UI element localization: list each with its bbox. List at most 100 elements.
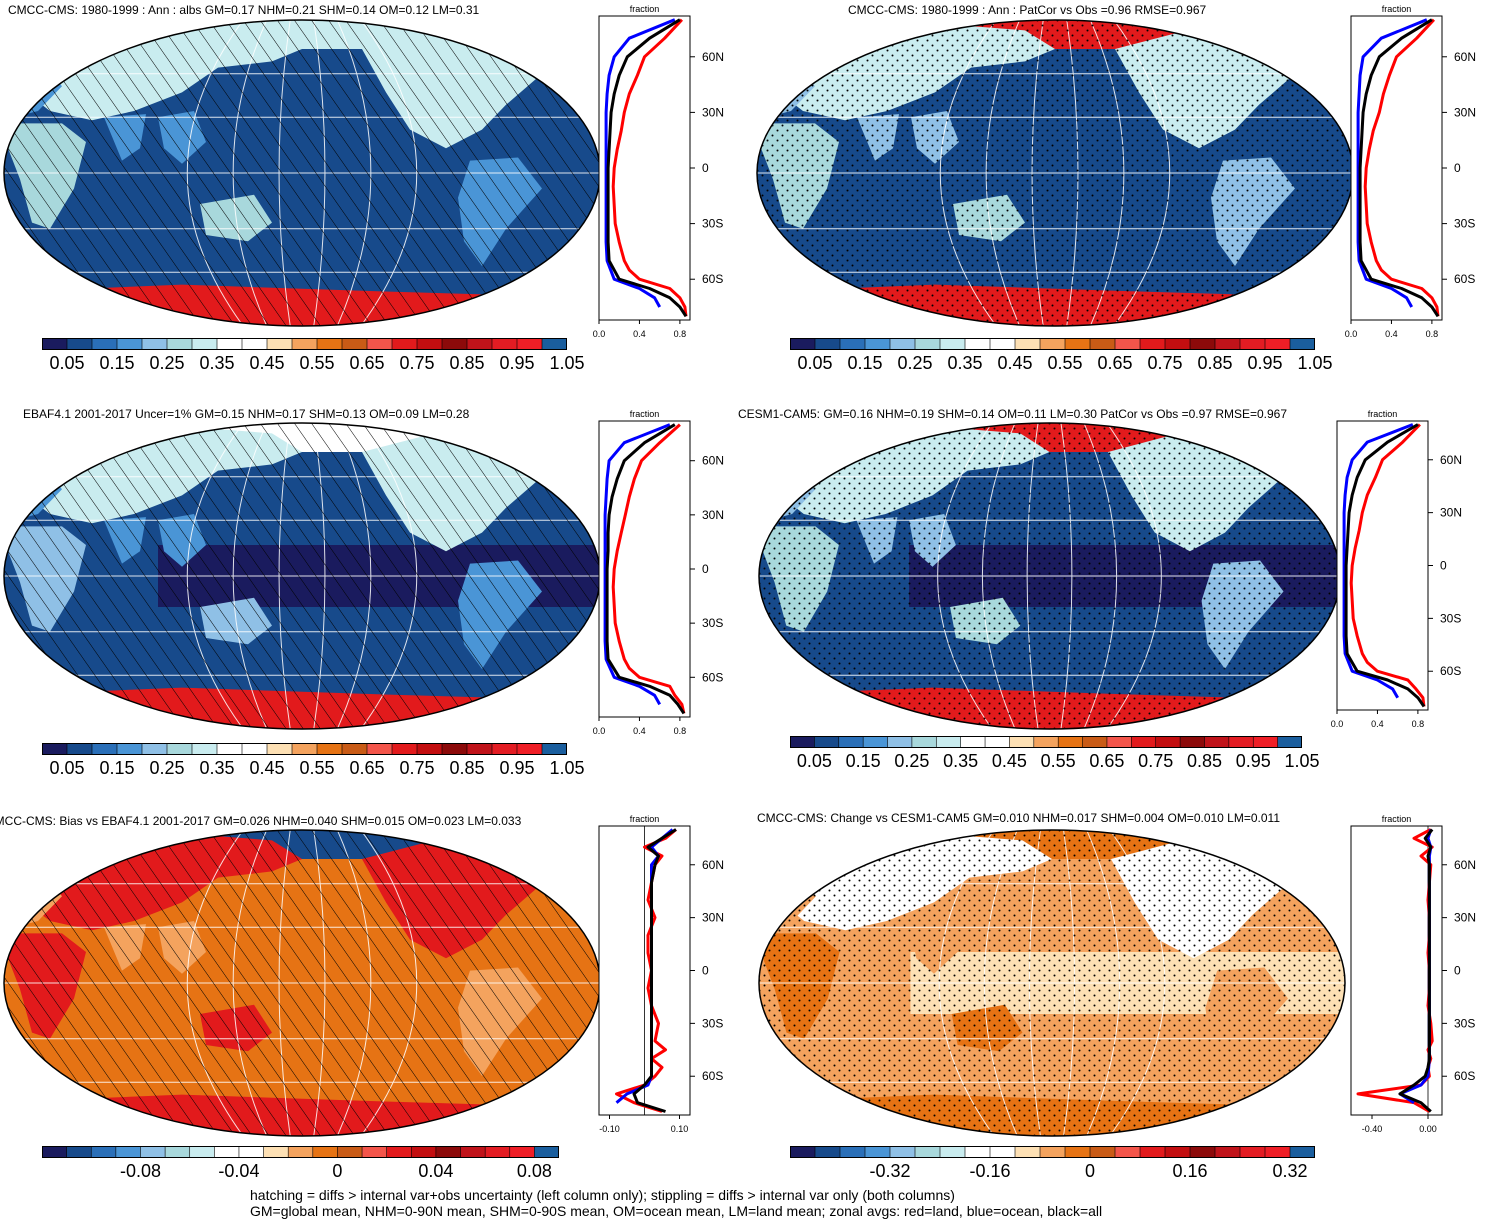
zonal-xtick-label: 0.4 [1371,719,1384,729]
panel-title: CMCC-CMS: 1980-1999 : Ann : PatCor vs Ob… [848,3,1207,17]
colorbar-swatch [90,1146,117,1158]
colorbar-swatch [1089,338,1116,350]
colorbar-swatch [1228,736,1255,748]
colorbar-tick-label: 1.05 [549,353,585,373]
zonal-line-land [611,18,688,317]
colorbar-swatch [460,1146,486,1158]
colorbar-swatch [1164,1146,1191,1158]
map-change [758,829,1346,1137]
colorbar-swatch [141,338,168,350]
zonal-line-land [1363,18,1440,317]
colorbar-tick-label: 0.05 [797,353,833,373]
zonal-albedo-cmcc: fraction 60N 30N 0 30S 60S 0.0 0.4 0.8 [593,4,724,339]
colorbar-swatch [337,1146,363,1158]
colorbar-swatch [839,338,866,350]
map-albedo-patcor [756,19,1354,327]
footer-line-1: hatching = diffs > internal var+obs unce… [250,1187,955,1203]
colorbar-swatch [939,338,966,350]
colorbar-swatch [391,338,418,350]
zonal-ytick-label: 60N [1440,453,1462,467]
hatching [4,423,600,729]
map-bias [3,829,601,1137]
colorbar-tick-label: 0.35 [947,353,983,373]
colorbar-swatch [66,1146,93,1158]
zonal-xtick-label: -0.10 [599,1124,620,1134]
zonal-title: fraction [630,4,660,14]
colorbar-swatch [516,743,543,755]
colorbar-swatch [541,743,567,755]
colorbar-tick-label: 0.16 [1172,1161,1208,1181]
colorbar-swatch [1289,1146,1315,1158]
zonal-line-land [611,423,686,714]
colorbar-swatch [466,338,493,350]
continent-greenland [1272,427,1319,464]
zonal-ytick-label: 0 [702,161,709,175]
colorbar-swatch [441,743,468,755]
colorbar-tick-label: -0.16 [969,1161,1011,1181]
zonal-line-land [1349,423,1426,707]
colorbar-swatch [1114,338,1141,350]
colorbar-swatch [989,1146,1016,1158]
zonal-change: fraction 60N 30N 0 30S 60S -0.40 0.00 [1350,814,1476,1134]
zonal-ytick-label: 30N [1440,506,1462,520]
zonal-xtick-label: 0.4 [633,726,646,736]
colorbar-tick-label: -0.08 [119,1161,161,1181]
zonal-ytick-label: 30N [702,508,724,522]
colorbar-swatch [1082,736,1108,748]
zonal-ytick-label: 60N [1454,50,1476,64]
continent-greenland [530,427,578,464]
colorbar-labels: 0.05 0.15 0.25 0.35 0.45 0.55 0.65 0.75 0.85 0.95… [42,353,584,377]
map-albedo-ebaf [3,422,601,730]
zonal-bias: fraction 60N 30N 0 30S 60S -0.10 0.10 [598,814,724,1134]
zonal-line-all [605,423,686,715]
colorbar-swatch [862,736,889,748]
zonal-ytick-label: 30N [1454,105,1476,119]
colorbar-swatch [191,743,218,755]
colorbar-swatch [410,1146,437,1158]
colorbar-tick-label: 1.05 [1297,353,1333,373]
zonal-xtick-label: 0.8 [674,329,687,339]
colorbar-tick-label: -0.04 [218,1161,260,1181]
colorbar-tick-label: 0.35 [199,353,235,373]
colorbar-swatch [1014,1146,1041,1158]
colorbar-swatch [141,743,168,755]
colorbar-swatch [241,338,268,350]
colorbar-swatch [1277,736,1302,748]
stippling [759,830,1345,1136]
colorbar-swatch [91,743,118,755]
colorbar-tick-label: 0.85 [449,758,485,778]
colorbar-swatch [116,338,143,350]
colorbar-tick-label: 0.05 [796,751,832,771]
zonal-line-ocean [1342,423,1414,699]
colorbar-tick-label: 0.05 [49,758,85,778]
zonal-xtick-label: 0.8 [1426,329,1439,339]
colorbar-tick-label: 0.32 [1272,1161,1308,1181]
colorbar-swatch [266,743,293,755]
zonal-title: fraction [630,409,660,419]
zonal-ytick-label: 0 [1440,559,1447,573]
colorbar-swatch [263,1146,289,1158]
zonal-line-ocean [603,423,671,706]
colorbar-tick-label: 0.45 [249,353,285,373]
colorbar-tick-label: 0.95 [1247,353,1283,373]
colorbar-tick-label: 0 [1084,1161,1096,1181]
colorbar-swatch [189,1146,216,1158]
zonal-title: fraction [1382,4,1412,14]
colorbar-swatch [1179,736,1206,748]
colorbar-tick-label: 0.95 [499,758,535,778]
colorbar-swatch [115,1146,142,1158]
colorbar-tick-label: 0.75 [399,353,435,373]
colorbar-tick-label: 0.85 [1186,751,1222,771]
zonal-xtick-label: 0.8 [1412,719,1425,729]
zonal-title: fraction [1368,409,1398,419]
colorbar-swatch [1204,736,1230,748]
colorbar-swatch [1239,1146,1266,1158]
colorbar-swatch [790,338,816,350]
colorbar-swatch [66,338,93,350]
colorbar-swatch [534,1146,559,1158]
colorbar-swatch [838,736,864,748]
colorbar-tick-label: 0.15 [847,353,883,373]
zonal-title: fraction [1382,814,1412,824]
colorbar-swatch [960,736,986,748]
colorbar-swatch [291,743,318,755]
